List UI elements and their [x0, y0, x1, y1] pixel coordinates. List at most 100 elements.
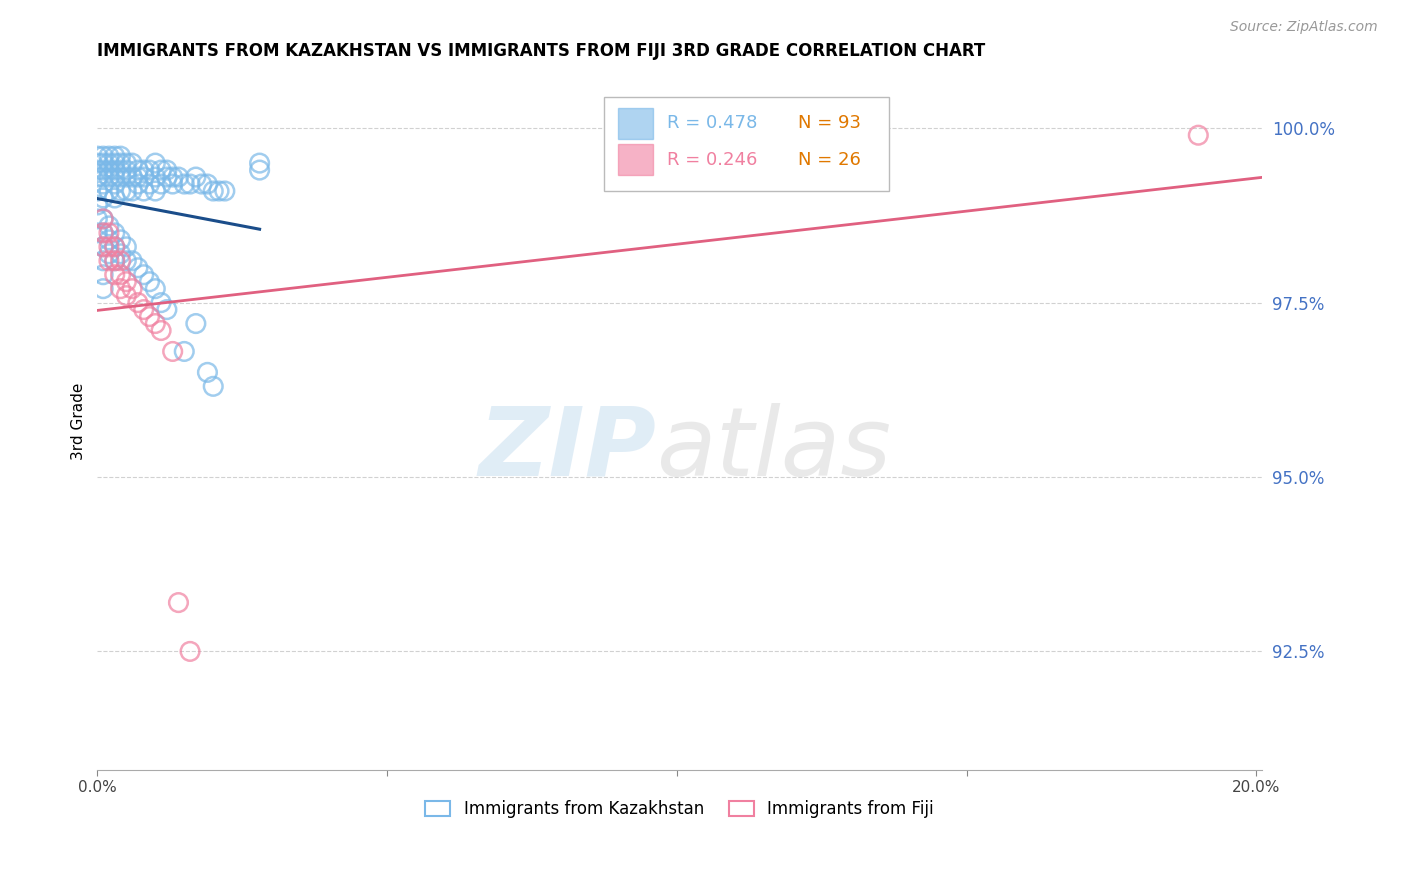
Point — [138, 163, 160, 178]
Point — [110, 253, 132, 268]
Point — [110, 247, 132, 261]
Point — [91, 211, 114, 226]
Point — [110, 282, 132, 296]
Point — [104, 149, 127, 163]
Point — [110, 156, 132, 170]
Point — [97, 247, 120, 261]
FancyBboxPatch shape — [619, 108, 652, 139]
Point — [121, 184, 143, 198]
Point — [86, 149, 108, 163]
Point — [115, 163, 138, 178]
FancyBboxPatch shape — [605, 97, 890, 191]
Point — [110, 184, 132, 198]
Point — [173, 177, 195, 191]
Point — [97, 240, 120, 254]
Point — [162, 170, 184, 185]
Point — [150, 295, 173, 310]
Y-axis label: 3rd Grade: 3rd Grade — [72, 383, 86, 460]
Point — [91, 211, 114, 226]
Point — [127, 260, 149, 275]
Point — [138, 177, 160, 191]
Point — [115, 156, 138, 170]
Point — [179, 177, 201, 191]
Point — [184, 170, 207, 185]
Point — [104, 253, 127, 268]
Point — [173, 344, 195, 359]
Point — [138, 275, 160, 289]
Point — [91, 177, 114, 191]
Point — [121, 170, 143, 185]
Point — [115, 275, 138, 289]
Point — [115, 253, 138, 268]
Point — [127, 163, 149, 178]
Point — [86, 163, 108, 178]
Text: R = 0.246: R = 0.246 — [666, 151, 758, 169]
Point — [104, 163, 127, 178]
Point — [104, 170, 127, 185]
Point — [127, 295, 149, 310]
Point — [86, 198, 108, 212]
Point — [121, 253, 143, 268]
Point — [156, 170, 179, 185]
Point — [150, 324, 173, 338]
Point — [249, 156, 271, 170]
Point — [104, 191, 127, 205]
Point — [110, 149, 132, 163]
Point — [150, 163, 173, 178]
Point — [143, 170, 166, 185]
Point — [197, 365, 219, 379]
Point — [91, 253, 114, 268]
Point — [97, 184, 120, 198]
Point — [97, 163, 120, 178]
Point — [167, 596, 190, 610]
Point — [115, 184, 138, 198]
Point — [121, 156, 143, 170]
Point — [167, 170, 190, 185]
Point — [143, 184, 166, 198]
Point — [97, 170, 120, 185]
Point — [86, 211, 108, 226]
Point — [132, 268, 155, 282]
Point — [132, 302, 155, 317]
FancyBboxPatch shape — [619, 144, 652, 176]
Point — [197, 177, 219, 191]
Point — [156, 302, 179, 317]
Point — [104, 226, 127, 240]
Point — [110, 163, 132, 178]
Point — [150, 177, 173, 191]
Point — [132, 170, 155, 185]
Text: ZIP: ZIP — [478, 402, 657, 496]
Point — [91, 149, 114, 163]
Text: N = 93: N = 93 — [799, 114, 862, 132]
Point — [132, 163, 155, 178]
Point — [104, 156, 127, 170]
Point — [162, 177, 184, 191]
Point — [249, 163, 271, 178]
Text: atlas: atlas — [657, 402, 891, 496]
Point — [115, 240, 138, 254]
Point — [97, 253, 120, 268]
Point — [184, 317, 207, 331]
Point — [91, 191, 114, 205]
Point — [86, 170, 108, 185]
Point — [97, 226, 120, 240]
Text: Source: ZipAtlas.com: Source: ZipAtlas.com — [1230, 20, 1378, 34]
Text: R = 0.478: R = 0.478 — [666, 114, 758, 132]
Point — [110, 233, 132, 247]
Point — [104, 177, 127, 191]
Point — [202, 184, 225, 198]
Point — [127, 177, 149, 191]
Point — [97, 156, 120, 170]
Point — [91, 268, 114, 282]
Point — [86, 226, 108, 240]
Point — [127, 170, 149, 185]
Point — [86, 184, 108, 198]
Point — [132, 184, 155, 198]
Point — [121, 282, 143, 296]
Point — [91, 240, 114, 254]
Point — [91, 226, 114, 240]
Point — [143, 156, 166, 170]
Point — [104, 253, 127, 268]
Point — [97, 219, 120, 233]
Point — [115, 288, 138, 302]
